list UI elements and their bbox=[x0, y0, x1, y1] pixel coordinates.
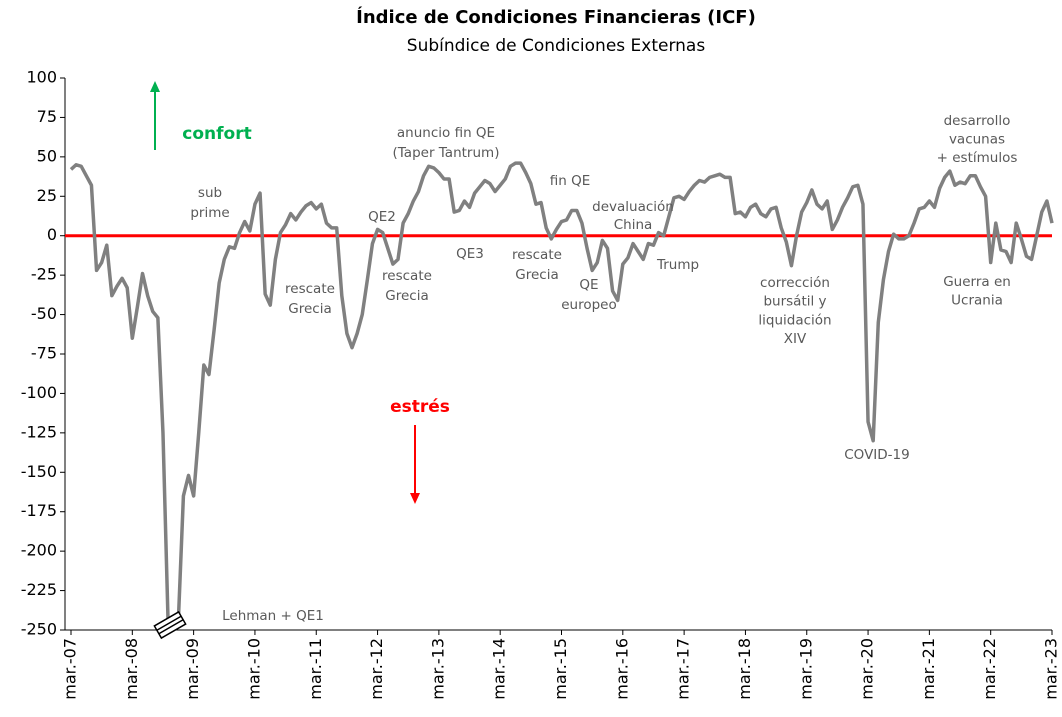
annotation: devaluación bbox=[592, 199, 674, 215]
annotation: europeo bbox=[561, 297, 617, 313]
annotation: Guerra en bbox=[943, 274, 1011, 290]
x-tick-label: mar.-13 bbox=[428, 638, 447, 700]
chart-subtitle: Subíndice de Condiciones Externas bbox=[407, 36, 706, 56]
y-tick-label: -50 bbox=[31, 304, 57, 323]
x-tick-label: mar.-07 bbox=[61, 638, 80, 700]
x-tick-label: mar.-15 bbox=[551, 638, 570, 700]
y-tick-label: -100 bbox=[21, 383, 57, 402]
x-tick-label: mar.-20 bbox=[858, 638, 877, 700]
x-tick-label: mar.-10 bbox=[244, 638, 263, 700]
annotation: Lehman + QE1 bbox=[222, 608, 324, 624]
break-line bbox=[158, 619, 184, 635]
x-tick-label: mar.-12 bbox=[367, 638, 386, 700]
annotation: Ucrania bbox=[951, 293, 1003, 309]
annotation: Grecia bbox=[288, 301, 331, 317]
y-tick-label: 100 bbox=[26, 68, 57, 87]
chart-title: Índice de Condiciones Financieras (ICF) bbox=[356, 6, 756, 28]
y-tick-label: -225 bbox=[21, 580, 57, 599]
annotation: fin QE bbox=[550, 173, 591, 189]
x-tick-label: mar.-09 bbox=[183, 638, 202, 700]
y-tick-label: -250 bbox=[21, 620, 57, 639]
up-arrow-head bbox=[150, 81, 160, 92]
break-box bbox=[153, 610, 187, 640]
annotation: rescate bbox=[382, 268, 432, 284]
annotation: COVID-19 bbox=[844, 447, 909, 463]
annotation: + estímulos bbox=[937, 150, 1018, 166]
annotation: QE2 bbox=[368, 209, 396, 225]
y-tick-label: -75 bbox=[31, 344, 57, 363]
annotation: rescate bbox=[512, 247, 562, 263]
x-tick-label: mar.-14 bbox=[490, 638, 509, 700]
annotation: anuncio fin QE bbox=[397, 125, 495, 141]
x-tick-label: mar.-21 bbox=[919, 638, 938, 700]
annotation: rescate bbox=[285, 281, 335, 297]
estres-label: estrés bbox=[390, 397, 450, 417]
annotation: sub bbox=[198, 185, 222, 201]
annotation: bursátil y bbox=[763, 294, 826, 310]
annotation: vacunas bbox=[949, 132, 1005, 148]
annotation: Trump bbox=[656, 257, 699, 273]
y-tick-label: -175 bbox=[21, 501, 57, 520]
x-tick-label: mar.-19 bbox=[796, 638, 815, 700]
annotation: Grecia bbox=[515, 267, 558, 283]
annotation: Grecia bbox=[385, 288, 428, 304]
confort-label: confort bbox=[182, 124, 251, 144]
x-tick-label: mar.-17 bbox=[674, 638, 693, 700]
y-tick-label: -200 bbox=[21, 541, 57, 560]
y-tick-label: 25 bbox=[37, 186, 57, 205]
x-tick-label: mar.-16 bbox=[612, 638, 631, 700]
annotation: XIV bbox=[784, 331, 807, 347]
x-tick-label: mar.-18 bbox=[735, 638, 754, 700]
y-tick-label: 75 bbox=[37, 107, 57, 126]
y-tick-label: 50 bbox=[37, 146, 57, 165]
y-tick-label: -125 bbox=[21, 422, 57, 441]
y-tick-label: 0 bbox=[47, 225, 57, 244]
annotation: China bbox=[614, 217, 653, 233]
break-line bbox=[156, 615, 182, 631]
x-tick-label: mar.-22 bbox=[980, 638, 999, 700]
annotation: liquidación bbox=[758, 312, 831, 328]
annotation: corrección bbox=[760, 275, 830, 291]
y-tick-label: -25 bbox=[31, 265, 57, 284]
x-tick-label: mar.-23 bbox=[1042, 638, 1061, 700]
annotation: desarrollo bbox=[944, 113, 1011, 129]
annotation: (Taper Tantrum) bbox=[393, 145, 500, 161]
annotation: QE bbox=[579, 277, 598, 293]
y-tick-label: -150 bbox=[21, 462, 57, 481]
x-tick-label: mar.-08 bbox=[122, 638, 141, 700]
axis-break bbox=[153, 610, 187, 640]
x-tick-label: mar.-11 bbox=[306, 638, 325, 700]
annotation: QE3 bbox=[456, 246, 484, 262]
annotation: prime bbox=[190, 205, 229, 221]
arrows bbox=[150, 81, 420, 504]
data-line bbox=[69, 161, 1054, 624]
down-arrow-head bbox=[410, 493, 420, 504]
